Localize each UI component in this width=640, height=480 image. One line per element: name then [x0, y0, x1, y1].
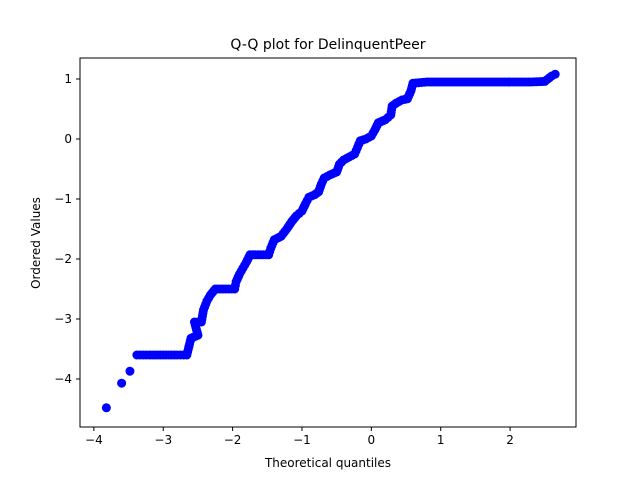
y-tick-label: −1	[54, 192, 72, 206]
x-tick-label: 1	[437, 433, 445, 447]
data-point	[550, 69, 560, 79]
y-axis: −4 −3 −2 −1 0 1	[54, 72, 80, 386]
plot-frame	[79, 57, 577, 428]
x-axis-title: Theoretical quantiles	[264, 456, 391, 470]
y-tick-label: −2	[54, 252, 72, 266]
y-axis-title: Ordered Values	[29, 197, 43, 289]
x-tick-label: −4	[85, 433, 103, 447]
data-points	[101, 69, 560, 413]
x-tick-label: −2	[224, 433, 242, 447]
data-point	[117, 378, 127, 388]
data-point	[101, 403, 111, 413]
y-tick-label: −4	[54, 372, 72, 386]
x-tick-label: 0	[368, 433, 376, 447]
x-tick-label: −3	[154, 433, 172, 447]
chart-title: Q-Q plot for DelinquentPeer	[230, 37, 425, 53]
y-tick-label: 1	[64, 72, 72, 86]
x-axis: −4 −3 −2 −1 0 1 2	[85, 427, 514, 447]
x-tick-label: 2	[506, 433, 514, 447]
y-tick-label: 0	[64, 132, 72, 146]
y-tick-label: −3	[54, 312, 72, 326]
x-tick-label: −1	[293, 433, 311, 447]
data-point	[125, 366, 135, 376]
